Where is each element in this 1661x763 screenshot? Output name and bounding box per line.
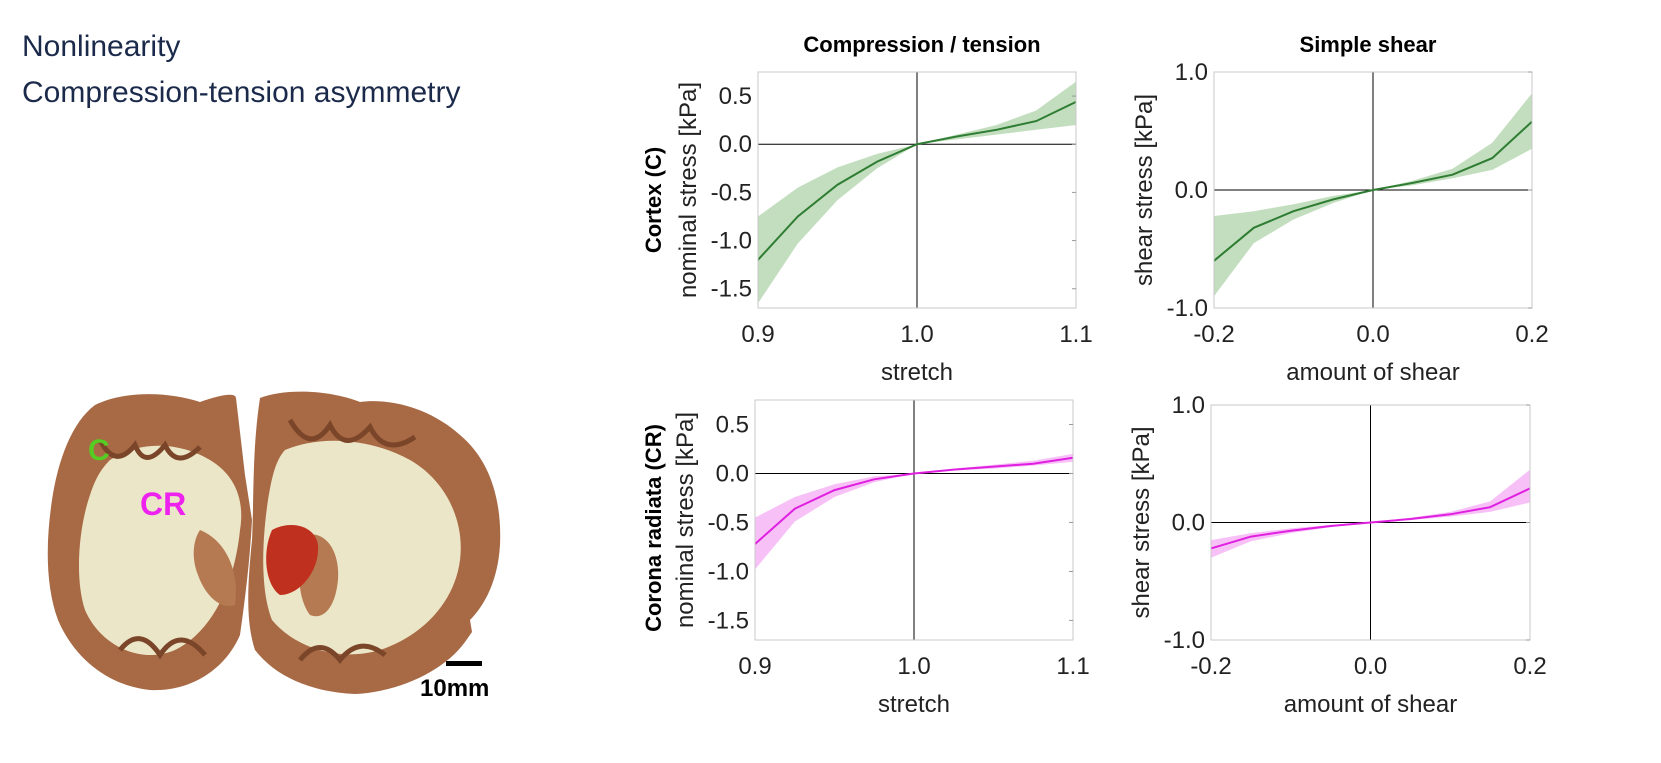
corona-radiata-label: CR [140,486,186,522]
left-basal-ganglia [193,530,236,606]
mean-curve [1210,487,1531,550]
x-axis-label: amount of shear [1286,359,1459,386]
y-tick-label: 1.0 [1172,392,1205,419]
x-tick-label: 1.0 [897,653,930,680]
y-tick-label: 0.5 [716,411,749,438]
y-tick-label: 0.5 [719,83,752,110]
x-tick-label: 0.2 [1515,321,1548,348]
column-title-compression: Compression / tension [803,32,1040,57]
x-tick-label: -0.2 [1190,653,1231,680]
y-tick-label: -1.0 [1167,295,1208,322]
x-tick-label: 1.0 [900,321,933,348]
y-tick-label: -1.5 [708,607,749,634]
y-tick-label: -0.5 [708,509,749,536]
plot-frame [757,71,1077,309]
x-tick-label: 0.0 [1356,321,1389,348]
plot-frame [754,399,1074,641]
gyri-bottom [118,636,387,664]
ventricle-bleed [266,525,319,595]
scale-bar-label: 10mm [420,675,489,702]
y-tick-label: 0.0 [1175,177,1208,204]
y-tick-label: -1.0 [708,558,749,585]
chart-panel-2: 0.9 1.0 1.1 0.5 0.0 -0.5 -1.0 -1.5 stretch nomina… [672,399,1090,718]
brain-slice-image: C CR 10mm [47,391,501,702]
confidence-band [1211,469,1530,558]
y-axis-label: nominal stress [kPa] [675,82,702,298]
x-axis-label: stretch [881,359,953,386]
headline-nonlinearity: Nonlinearity [22,30,181,63]
y-tick-label: -1.5 [711,276,752,303]
mean-curve [754,456,1074,545]
brain-slice-drawing [47,391,501,694]
x-axis-label: amount of shear [1284,691,1457,718]
x-axis-label: stretch [878,691,950,718]
row-label-cortex: Cortex (C) [641,147,666,253]
chart-panel-1: -0.2 0.0 0.2 1.0 0.0 -1.0 amount of shear shear… [1131,59,1549,386]
gyri-left [97,438,202,461]
y-axis-label: shear stress [kPa] [1128,426,1155,618]
y-axis-label: nominal stress [kPa] [672,412,699,628]
x-tick-label: 0.9 [741,321,774,348]
y-tick-label: 0.0 [716,460,749,487]
y-tick-label: -1.0 [711,228,752,255]
y-tick-label: -0.5 [711,179,752,206]
mean-curve [757,100,1077,261]
x-tick-label: 1.1 [1059,321,1092,348]
headline-asymmetry: Compression-tension asymmetry [22,76,461,109]
chart-panel-0: 0.9 1.0 1.1 0.5 0.0 -0.5 -1.0 -1.5 stretch nomina… [675,71,1093,386]
cortex-label: C [88,434,110,467]
row-label-corona: Corona radiata (CR) [641,424,666,632]
y-tick-label: -1.0 [1164,627,1205,654]
x-tick-label: 0.0 [1354,653,1387,680]
y-tick-label: 1.0 [1175,59,1208,86]
column-title-shear: Simple shear [1300,32,1437,57]
x-tick-label: -0.2 [1193,321,1234,348]
confidence-band [758,81,1076,304]
mean-curve [1213,120,1533,262]
x-tick-label: 0.2 [1513,653,1546,680]
left-white-matter [78,445,242,656]
y-tick-label: 0.0 [1172,510,1205,537]
y-axis-label: shear stress [kPa] [1131,94,1158,286]
chart-panel-3: -0.2 0.0 0.2 1.0 0.0 -1.0 amount of shear shear… [1128,392,1547,718]
x-tick-label: 0.9 [738,653,771,680]
gyri-right [287,418,417,448]
scale-bar [446,661,482,666]
y-tick-label: 0.0 [719,131,752,158]
x-tick-label: 1.1 [1056,653,1089,680]
